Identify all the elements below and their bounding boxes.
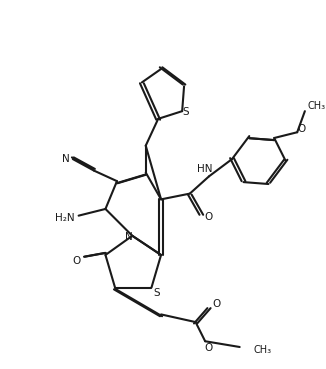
Text: O: O xyxy=(205,343,213,353)
Text: H₂N: H₂N xyxy=(55,213,75,223)
Text: S: S xyxy=(153,288,160,298)
Text: O: O xyxy=(297,124,305,134)
Text: CH₃: CH₃ xyxy=(253,345,271,355)
Text: N: N xyxy=(62,154,70,164)
Text: S: S xyxy=(183,107,189,117)
Text: O: O xyxy=(213,299,221,309)
Text: CH₃: CH₃ xyxy=(308,101,326,111)
Text: N: N xyxy=(125,232,132,242)
Text: O: O xyxy=(205,211,213,222)
Text: O: O xyxy=(73,256,81,266)
Text: HN: HN xyxy=(198,164,213,174)
